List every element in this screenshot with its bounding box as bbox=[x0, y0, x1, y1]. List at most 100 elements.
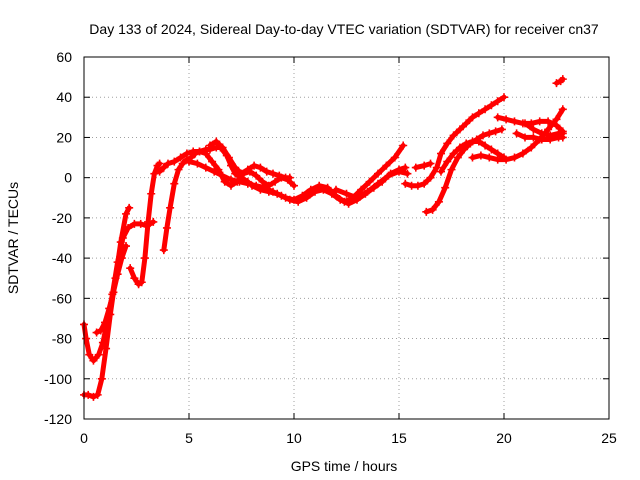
data-point bbox=[544, 117, 553, 126]
data-point bbox=[437, 167, 445, 176]
series-arc-4 bbox=[126, 159, 164, 289]
data-point bbox=[250, 161, 259, 170]
data-point bbox=[212, 137, 221, 146]
x-tick-label: 0 bbox=[80, 430, 88, 446]
data-point bbox=[136, 219, 145, 228]
data-point bbox=[485, 129, 494, 138]
data-point bbox=[178, 159, 187, 168]
data-point bbox=[125, 203, 134, 212]
data-point bbox=[401, 179, 410, 188]
data-point bbox=[269, 169, 277, 178]
data-point bbox=[159, 163, 168, 172]
data-point bbox=[243, 179, 252, 188]
x-axis-label: GPS time / hours bbox=[291, 458, 398, 474]
data-point bbox=[434, 197, 443, 206]
data-point bbox=[455, 143, 464, 152]
data-point bbox=[258, 177, 267, 186]
series-trace bbox=[402, 94, 507, 189]
data-point bbox=[558, 105, 567, 114]
data-point bbox=[174, 165, 183, 174]
data-point bbox=[462, 119, 471, 128]
data-point bbox=[537, 129, 546, 138]
data-point bbox=[166, 203, 175, 212]
series-arc-14 bbox=[437, 137, 508, 176]
data-point bbox=[443, 157, 452, 166]
data-point bbox=[155, 159, 164, 168]
data-point bbox=[201, 149, 210, 158]
data-point bbox=[332, 185, 340, 194]
data-point bbox=[306, 185, 315, 194]
y-tick-label: -20 bbox=[52, 210, 72, 226]
data-point bbox=[426, 159, 435, 168]
data-point bbox=[485, 153, 494, 162]
data-point bbox=[353, 193, 361, 202]
y-tick-label: -40 bbox=[52, 250, 72, 266]
data-point bbox=[428, 205, 437, 214]
y-tick-label: 60 bbox=[56, 49, 72, 65]
data-point bbox=[497, 125, 506, 134]
data-point bbox=[273, 189, 282, 198]
chart-title: Day 133 of 2024, Sidereal Day-to-day VTE… bbox=[89, 21, 599, 37]
data-point bbox=[252, 171, 261, 180]
series-arc-13 bbox=[422, 125, 506, 216]
data-point bbox=[395, 167, 403, 176]
data-point bbox=[170, 179, 179, 188]
data-point bbox=[262, 167, 271, 176]
data-point bbox=[363, 187, 372, 196]
data-point bbox=[535, 117, 544, 126]
data-point bbox=[493, 155, 502, 164]
data-point bbox=[101, 318, 109, 327]
series-arc-11 bbox=[411, 159, 435, 172]
x-tick-label: 15 bbox=[391, 430, 407, 446]
data-point bbox=[231, 163, 240, 172]
data-point bbox=[155, 167, 164, 176]
data-point bbox=[182, 149, 191, 158]
data-point bbox=[89, 356, 98, 365]
x-tick-label: 20 bbox=[496, 430, 512, 446]
data-point bbox=[491, 127, 500, 136]
data-point bbox=[102, 344, 111, 353]
data-point bbox=[271, 177, 280, 186]
data-point bbox=[92, 328, 101, 337]
series-arc-19 bbox=[552, 75, 567, 88]
data-point bbox=[399, 141, 408, 150]
data-point bbox=[521, 119, 529, 128]
data-point bbox=[224, 153, 233, 162]
data-point bbox=[256, 185, 265, 194]
series-trace bbox=[127, 161, 163, 287]
data-point bbox=[512, 129, 521, 138]
series-trace bbox=[81, 205, 132, 400]
data-point bbox=[529, 125, 538, 134]
data-point bbox=[342, 189, 351, 198]
data-point bbox=[441, 183, 450, 192]
data-point bbox=[401, 163, 410, 172]
data-point bbox=[84, 390, 93, 399]
data-point bbox=[493, 113, 502, 122]
data-point bbox=[122, 209, 130, 218]
data-point bbox=[170, 157, 179, 166]
data-point bbox=[527, 143, 536, 152]
data-series bbox=[80, 75, 567, 401]
data-point bbox=[323, 183, 332, 192]
data-point bbox=[481, 105, 490, 114]
data-point bbox=[105, 304, 114, 313]
data-point bbox=[185, 157, 193, 166]
data-point bbox=[227, 175, 235, 184]
data-point bbox=[357, 185, 366, 194]
data-point bbox=[93, 390, 102, 399]
data-point bbox=[443, 139, 452, 148]
data-point bbox=[552, 79, 561, 88]
grid-lines bbox=[84, 57, 609, 419]
data-point bbox=[144, 217, 153, 226]
data-point bbox=[432, 163, 441, 172]
data-point bbox=[518, 149, 527, 158]
data-point bbox=[126, 264, 135, 273]
data-point bbox=[248, 181, 256, 190]
data-point bbox=[422, 207, 431, 216]
data-point bbox=[193, 159, 202, 168]
data-point bbox=[384, 171, 393, 180]
y-tick-label: 0 bbox=[64, 170, 72, 186]
series-arc-8 bbox=[206, 137, 294, 182]
data-point bbox=[285, 173, 294, 182]
data-point bbox=[264, 187, 273, 196]
